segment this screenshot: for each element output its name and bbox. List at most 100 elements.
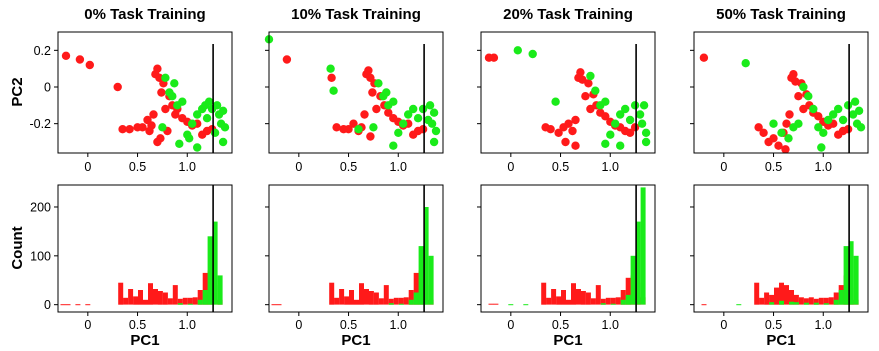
scatter-point-green [429,108,439,117]
scatter-point-green [741,59,750,68]
histogram-bar-green [202,290,208,305]
x-tick-label: 0 [720,318,727,332]
panel-title: 0% Task Training [84,6,205,23]
scatter-point-red [61,51,71,60]
scatter-point-red [630,123,640,132]
histogram-bar-red [133,296,139,305]
scatter-frame [57,31,233,154]
histogram: 0 0.5 1.0 [265,184,444,332]
x-tick-label: 0 [507,160,514,174]
scatter-point-red [561,137,570,147]
panel-title: 10% Task Training [291,6,421,23]
histogram-bar-red [172,285,178,305]
scatter-point-red [601,112,610,121]
scatter-point-green [777,128,786,137]
histogram-bar-green [508,304,514,306]
scatter-point-red [157,88,166,97]
panel-title: 20% Task Training [503,6,633,23]
histogram-bar-red [85,304,91,306]
scatter-point-red [576,68,585,77]
histogram-bar-green [398,303,404,305]
scatter-point-green [399,119,408,128]
scatter-point-green [616,110,625,119]
scatter-point-green [856,123,866,132]
scatter-point-red [282,55,292,64]
histogram-bar-green [212,221,218,305]
histogram-bar-green [428,255,434,305]
histogram-bar-red [828,297,834,305]
scatter-point-green [429,137,439,147]
scatter-point-red [344,125,353,134]
scatter-point-red [568,126,577,136]
scatter-point-red [153,137,162,147]
histogram-bar-red [774,287,779,305]
scatter-frame [693,31,869,154]
histogram-bar-red [182,297,188,305]
scatter-point-green [185,134,194,143]
histogram: 0 0.5 1.0 [690,184,869,332]
histogram-bar-red [276,304,282,306]
y-tick-label: 100 [30,249,51,263]
histogram-bar-green [217,275,223,305]
x-tick-label: 0 [84,318,91,332]
histogram-bar-red [167,298,173,305]
histogram-bar-red [798,297,804,305]
histogram-bar-red [784,285,789,305]
histogram-bar-red [378,298,384,305]
scatter-point-green [413,114,423,123]
scatter-point-green [188,119,197,128]
histogram-bar-red [364,289,369,305]
scatter-point-green [586,71,595,81]
scatter-point-green [621,104,630,114]
histogram-bar-red [625,277,631,305]
scatter-point-green [210,128,220,137]
scatter-point-green [418,104,428,114]
scatter-point-green [601,97,610,106]
histogram-bar-red [359,283,364,305]
x-tick-label: 1.0 [602,160,619,174]
histogram-bar-red [403,297,409,305]
scatter-point-green [625,115,635,125]
scatter-point-green [641,128,651,137]
scatter-point-red [368,88,377,97]
scatter-plot: 0 0.5 1.0 [477,31,656,174]
scatter-point-red [147,121,156,130]
histogram-bar-green [769,302,775,305]
scatter-point-green [175,139,184,148]
x-tick-label: 0.5 [765,318,782,332]
histogram-bar-red [541,282,547,305]
scatter-point-green [635,110,645,119]
histogram-bar-red [393,297,399,305]
histogram-bar-red [803,298,809,305]
scatter-point-green [804,92,813,101]
scatter-point-red [789,70,798,79]
histogram-bar-red [701,304,707,306]
histogram-bar-red [546,297,552,305]
histogram-bar-red [595,285,601,305]
scatter-point-green [425,101,435,110]
histogram-bar-red [605,297,611,305]
x-tick-label: 1.0 [602,318,619,332]
histogram-bar-red [368,291,374,305]
scatter-point-red [125,125,134,134]
x-tick-label: 0 [507,318,514,332]
histogram-bar-red [373,292,379,305]
histogram-bar-red [754,282,760,305]
scatter-point-green [601,139,610,148]
scatter-point-green [637,119,647,128]
scatter-point-red [489,53,499,62]
histogram-bar-green [187,303,193,305]
scatter-point-red [564,119,573,128]
scatter-point-green [382,88,391,97]
scatter-point-green [641,137,651,147]
scatter-point-red [782,119,791,128]
x-tick-label: 0 [295,160,302,174]
histogram-bar-red [388,298,394,305]
scatter-point-red [364,66,373,75]
histogram-bar-red [192,297,198,305]
x-tick-label: 0 [295,318,302,332]
histogram-bar-red [383,285,389,305]
x-tick-label: 1.0 [179,160,196,174]
